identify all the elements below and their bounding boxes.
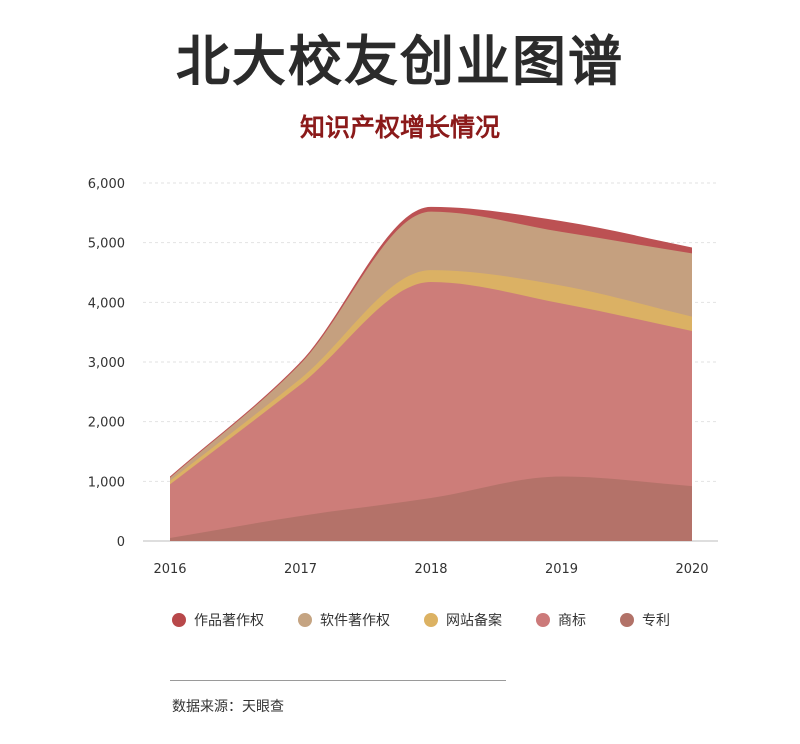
chart-subtitle: 知识产权增长情况 — [299, 113, 500, 142]
chart-legend: 作品著作权 软件著作权 网站备案 商标 专利 — [172, 610, 772, 630]
y-tick-label: 1,000 — [88, 475, 125, 490]
legend-swatch — [424, 613, 438, 627]
area-series — [170, 476, 692, 541]
x-tick-label: 2019 — [545, 562, 578, 577]
y-tick-label: 0 — [117, 535, 125, 550]
chart-title: 北大校友创业图谱 — [176, 30, 624, 93]
x-tick-label: 2020 — [675, 562, 708, 577]
legend-swatch — [298, 613, 312, 627]
legend-item: 商标 — [536, 610, 586, 630]
legend-label: 网站备案 — [446, 613, 502, 629]
legend-label: 商标 — [558, 613, 586, 629]
y-tick-label: 4,000 — [88, 296, 125, 311]
area-series — [170, 282, 692, 541]
x-tick-label: 2016 — [153, 562, 186, 577]
legend-swatch — [536, 613, 550, 627]
footer-divider — [170, 680, 506, 681]
y-tick-label: 6,000 — [88, 177, 125, 192]
x-tick-label: 2018 — [414, 562, 447, 577]
area-chart: 0 1,000 2,000 3,000 4,000 5,000 6,000 2016 2017… — [88, 177, 718, 577]
legend-item: 软件著作权 — [298, 610, 390, 630]
legend-item: 作品著作权 — [172, 610, 264, 630]
legend-swatch — [172, 613, 186, 627]
legend-item: 专利 — [620, 610, 670, 630]
y-tick-label: 3,000 — [88, 356, 125, 371]
data-source-note: 数据来源：天眼查 — [172, 699, 284, 715]
legend-label: 作品著作权 — [194, 613, 264, 629]
y-tick-label: 2,000 — [88, 416, 125, 431]
legend-label: 专利 — [642, 613, 670, 629]
legend-swatch — [620, 613, 634, 627]
x-tick-label: 2017 — [284, 562, 317, 577]
legend-item: 网站备案 — [424, 610, 502, 630]
y-tick-label: 5,000 — [88, 237, 125, 252]
legend-label: 软件著作权 — [320, 613, 390, 629]
